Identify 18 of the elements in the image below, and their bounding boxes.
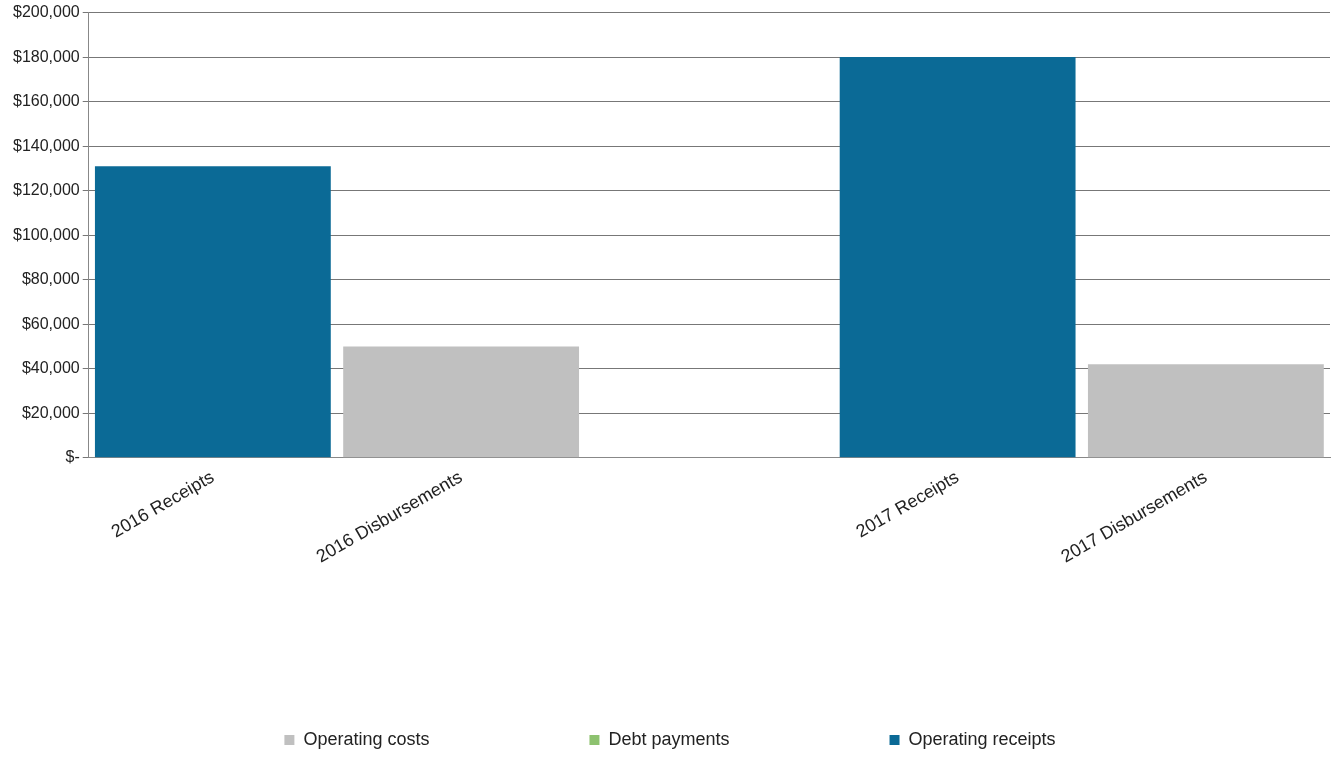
legend-label: Debt payments (608, 728, 730, 749)
y-tick-label: $120,000 (13, 181, 80, 199)
bar (1087, 364, 1324, 458)
y-tick-label: $40,000 (21, 359, 80, 377)
legend-label: Operating receipts (908, 728, 1056, 749)
y-tick-label: $200,000 (13, 3, 80, 21)
y-tick-label: $20,000 (21, 403, 80, 421)
bar (94, 166, 331, 458)
bar (343, 346, 580, 458)
y-tick-label: $160,000 (13, 92, 80, 110)
y-tick-label: $80,000 (21, 270, 80, 288)
y-tick-label: $140,000 (13, 136, 80, 154)
y-tick-label: $60,000 (21, 314, 80, 332)
y-tick-label: $180,000 (13, 47, 80, 65)
legend-label: Operating costs (303, 728, 430, 749)
y-tick-label: $- (65, 448, 80, 466)
y-tick-label: $100,000 (13, 225, 80, 243)
bar (839, 57, 1076, 458)
